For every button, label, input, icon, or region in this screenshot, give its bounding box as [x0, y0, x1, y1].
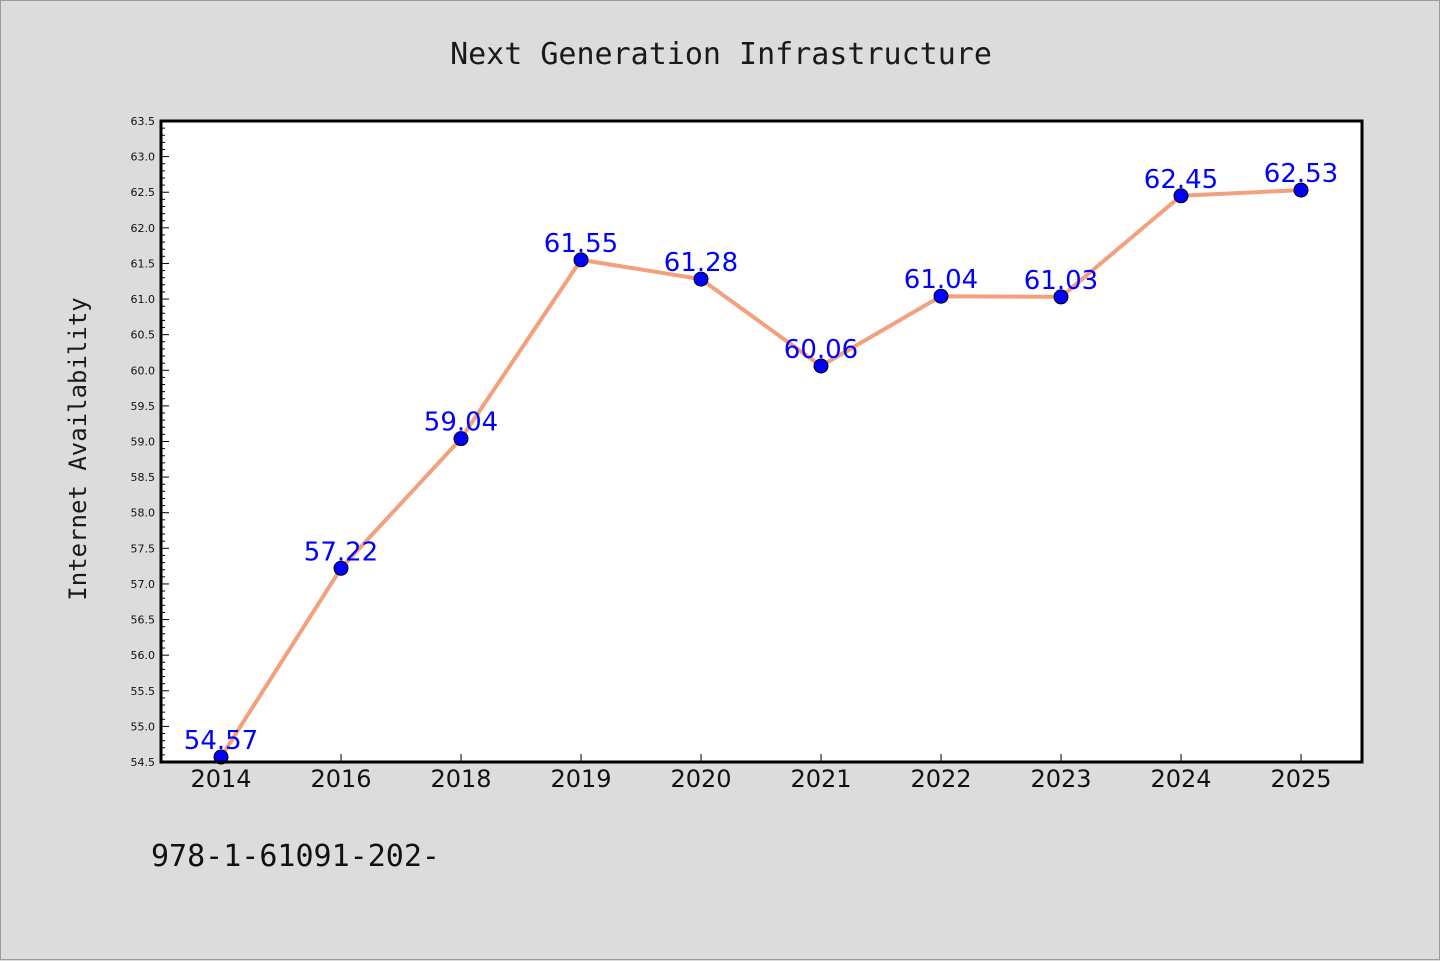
- y-tick-label: 58.0: [131, 507, 156, 520]
- y-tick-label: 57.5: [131, 542, 156, 555]
- data-point: [1053, 289, 1069, 305]
- data-points: [213, 182, 1309, 765]
- series-line: [219, 188, 1302, 759]
- data-point: [1293, 182, 1309, 198]
- data-label: 54.57: [184, 726, 258, 756]
- y-tick-label: 60.5: [131, 329, 156, 342]
- x-tick-label: 2025: [1270, 765, 1331, 793]
- data-label: 60.06: [784, 335, 858, 365]
- y-tick-label: 56.0: [131, 649, 156, 662]
- data-label: 62.45: [1144, 165, 1218, 195]
- data-label: 57.22: [304, 537, 378, 567]
- y-tick-label: 62.5: [131, 186, 156, 199]
- x-tick-label: 2024: [1150, 765, 1211, 793]
- plot-area: [161, 121, 1362, 762]
- x-tick-label: 2014: [190, 765, 251, 793]
- data-label: 61.55: [544, 229, 618, 259]
- x-tick-label: 2020: [670, 765, 731, 793]
- y-tick-label: 60.0: [131, 364, 156, 377]
- data-point: [813, 358, 829, 374]
- y-axis-ticks: 54.5 55.0 55.5 56.0 56.5 57.0 57.5 58.0 58.5 59.0…: [131, 115, 169, 769]
- data-labels: 54.57 57.22 59.04 61.55 61.28 60.06 61.04 61.03…: [184, 159, 1338, 756]
- data-point: [333, 560, 349, 576]
- x-tick-label: 2016: [310, 765, 371, 793]
- y-tick-label: 58.5: [131, 471, 156, 484]
- y-axis-label: Internet Availability: [64, 297, 92, 600]
- y-tick-label: 61.0: [131, 293, 156, 306]
- data-point: [1173, 188, 1189, 204]
- data-label: 61.28: [664, 248, 738, 278]
- data-point: [573, 252, 589, 268]
- y-tick-label: 61.5: [131, 257, 156, 270]
- x-tick-label: 2023: [1030, 765, 1091, 793]
- y-tick-label: 59.5: [131, 400, 156, 413]
- data-label: 61.03: [1024, 266, 1098, 296]
- data-point: [693, 271, 709, 287]
- x-tick-label: 2018: [430, 765, 491, 793]
- x-tick-label: 2022: [910, 765, 971, 793]
- x-tick-label: 2019: [550, 765, 611, 793]
- y-tick-label: 59.0: [131, 436, 156, 449]
- y-tick-label: 63.5: [131, 115, 156, 128]
- y-tick-label: 56.5: [131, 614, 156, 627]
- x-tick-label: 2021: [790, 765, 851, 793]
- plot-border: [159, 119, 1364, 764]
- y-tick-label: 55.5: [131, 685, 156, 698]
- y-tick-label: 54.5: [131, 756, 156, 769]
- data-point: [933, 288, 949, 304]
- y-tick-label: 63.0: [131, 151, 156, 164]
- footer-isbn-text: 978-1-61091-202-: [151, 839, 440, 874]
- chart-title: Next Generation Infrastructure: [450, 37, 992, 72]
- x-axis-ticks: 2014 2016 2018 2019 2020 2021 2022 2023 2024 2025: [190, 754, 1332, 793]
- data-point: [453, 431, 469, 447]
- y-tick-label: 57.0: [131, 578, 156, 591]
- data-label: 61.04: [904, 265, 978, 295]
- data-label: 59.04: [424, 408, 498, 438]
- y-tick-label: 62.0: [131, 222, 156, 235]
- y-tick-label: 55.0: [131, 720, 156, 733]
- data-label: 62.53: [1264, 159, 1338, 189]
